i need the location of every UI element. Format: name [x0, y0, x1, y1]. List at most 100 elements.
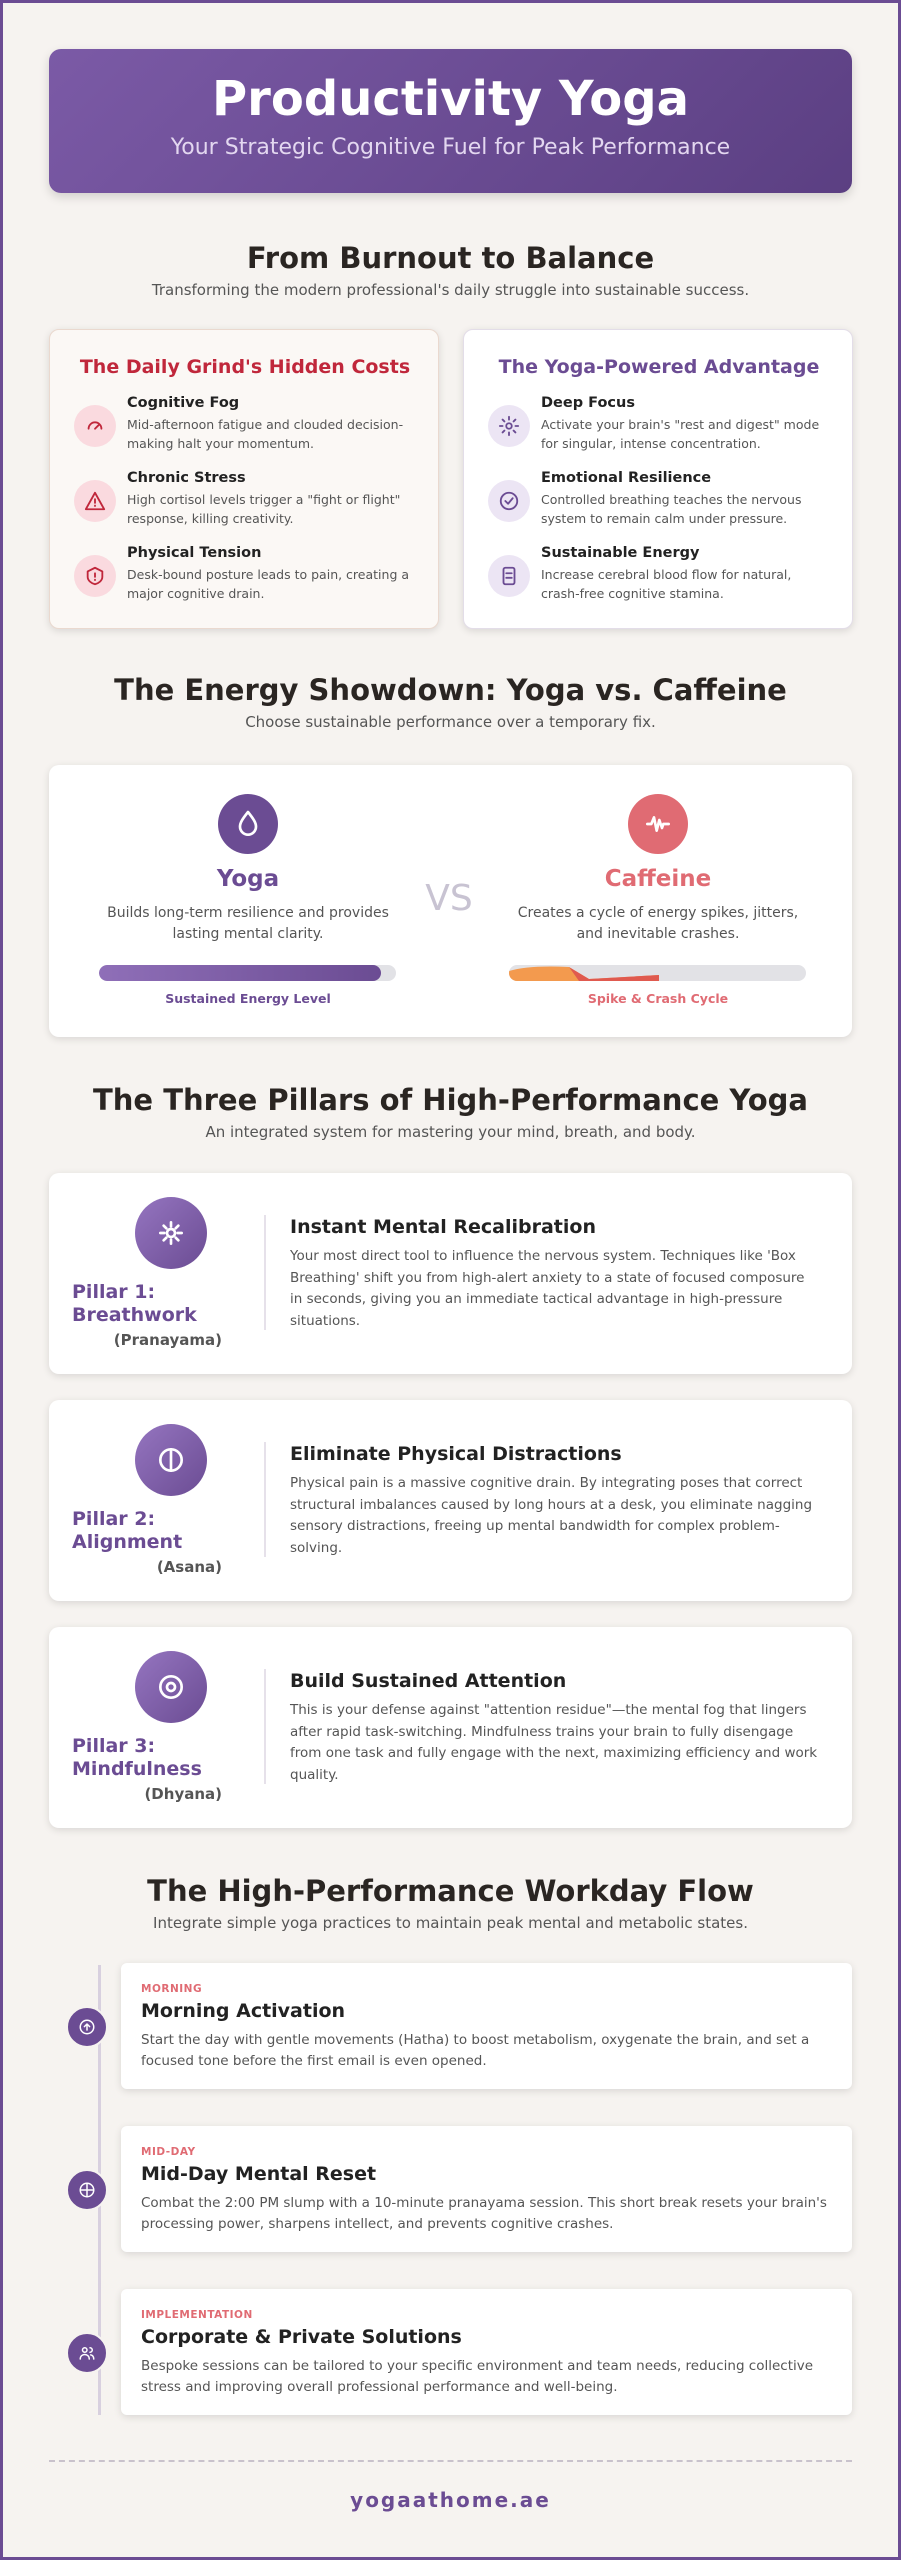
timeline-node [66, 2006, 108, 2048]
item-text: Activate your brain's "rest and digest" … [541, 417, 820, 451]
item-title: Chronic Stress [127, 470, 246, 486]
step-title: Mid-Day Mental Reset [141, 2163, 377, 2185]
icon [159, 1675, 183, 1699]
vs-text: VS [425, 878, 473, 919]
timeline-node [66, 2169, 108, 2211]
icon [84, 491, 106, 511]
pillar-label: Pillar 2: Alignment [72, 1508, 183, 1553]
icon [86, 566, 104, 586]
item-icon [74, 480, 116, 522]
step-tag: MID-DAY [141, 2146, 196, 2158]
item-icon [74, 405, 116, 447]
divider [264, 1442, 266, 1557]
icon [79, 2019, 95, 2035]
comparison-card: The Daily Grind's Hidden Costs Cognitive … [49, 329, 439, 629]
energy-bar [509, 965, 806, 981]
pillar-icon [135, 1197, 207, 1269]
header: Productivity Yoga Your Strategic Cogniti… [49, 49, 852, 193]
energy-fill [99, 965, 381, 981]
pillar-card: Pillar 3: Mindfulness (Dhyana) Build Susta… [49, 1627, 852, 1828]
pillar-sub: (Dhyana) [144, 1785, 222, 1803]
item-title: Cognitive Fog [127, 395, 240, 411]
step-text: Combat the 2:00 PM slump with a 10-minut… [141, 2195, 827, 2232]
card-title: The Daily Grind's Hidden Costs [79, 356, 411, 378]
footer-link[interactable]: yogaathome.ae [350, 2488, 551, 2512]
icon [499, 491, 519, 511]
side-name: Yoga [216, 866, 280, 892]
divider [264, 1669, 266, 1784]
pillar-sub: (Pranayama) [113, 1331, 222, 1349]
step-text: Bespoke sessions can be tailored to your… [141, 2358, 814, 2395]
bar-label: Spike & Crash Cycle [587, 991, 729, 1006]
item-icon [488, 480, 530, 522]
step-text: Start the day with gentle movements (Hat… [141, 2032, 810, 2069]
item-text: High cortisol levels trigger a "fight or… [127, 492, 401, 526]
icon [238, 810, 258, 836]
section-subtitle: Integrate simple yoga practices to maint… [153, 1914, 748, 1932]
step-card: MORNING Morning Activation Start the day w… [121, 1963, 852, 2089]
divider [264, 1215, 266, 1330]
item-title: Sustainable Energy [541, 545, 700, 561]
side-name: Caffeine [604, 866, 712, 892]
section-title: The Energy Showdown: Yoga vs. Caffeine [114, 673, 787, 707]
pillar-card: Pillar 2: Alignment (Asana) Eliminate Phys… [49, 1400, 852, 1601]
icon [159, 1448, 183, 1472]
pillar-title: Eliminate Physical Distractions [290, 1443, 622, 1465]
step-card: MID-DAY Mid-Day Mental Reset Combat the 2:… [121, 2126, 852, 2252]
icon [79, 2182, 95, 2198]
item-title: Physical Tension [127, 545, 262, 561]
icon [498, 415, 520, 437]
section-title: The High-Performance Workday Flow [147, 1874, 754, 1908]
header-title: Productivity Yoga [212, 71, 689, 127]
icon [502, 566, 516, 586]
pillar-sub: (Asana) [156, 1558, 222, 1576]
item-icon [488, 405, 530, 447]
pillar-icon [135, 1651, 207, 1723]
icon [79, 2347, 95, 2360]
icon [87, 421, 103, 430]
pillar-text: Your most direct tool to influence the n… [290, 1248, 805, 1329]
energy-fill [509, 965, 659, 981]
item-text: Mid-afternoon fatigue and clouded decisi… [127, 417, 404, 451]
section-title: From Burnout to Balance [246, 241, 655, 275]
pillar-icon [135, 1424, 207, 1496]
pillar-card: Pillar 1: Breathwork (Pranayama) Instant M… [49, 1173, 852, 1374]
side-icon [218, 794, 278, 854]
side-text: Creates a cycle of energy spikes, jitter… [517, 905, 799, 942]
card-title: The Yoga-Powered Advantage [498, 356, 820, 378]
showdown-card: VS Yoga Builds long-term resilience and pr… [49, 765, 852, 1037]
footer-divider [49, 2460, 852, 2462]
comparison-card: The Yoga-Powered Advantage Deep Focus Acti… [463, 329, 853, 629]
icon [646, 816, 670, 832]
spike-shape [509, 966, 659, 981]
pillar-text: This is your defense against "attention … [290, 1702, 818, 1783]
section-subtitle: Choose sustainable performance over a te… [245, 713, 656, 731]
pillar-label: Pillar 3: Mindfulness [72, 1735, 202, 1780]
side-icon [628, 794, 688, 854]
pillar-text: Physical pain is a massive cognitive dra… [290, 1475, 813, 1556]
step-tag: MORNING [141, 1983, 203, 1995]
step-tag: IMPLEMENTATION [141, 2309, 253, 2321]
item-icon [74, 555, 116, 597]
bar-label: Sustained Energy Level [165, 991, 331, 1006]
pillar-title: Build Sustained Attention [290, 1670, 567, 1692]
step-title: Morning Activation [141, 2000, 346, 2022]
item-text: Increase cerebral blood flow for natural… [541, 567, 792, 601]
header-subtitle: Your Strategic Cognitive Fuel for Peak P… [170, 135, 731, 160]
item-title: Deep Focus [541, 395, 635, 411]
item-text: Controlled breathing teaches the nervous… [541, 492, 802, 526]
section-subtitle: An integrated system for mastering your … [205, 1123, 696, 1141]
step-title: Corporate & Private Solutions [141, 2326, 462, 2348]
side-text: Builds long-term resilience and provides… [107, 905, 389, 942]
section-subtitle: Transforming the modern professional's d… [151, 281, 750, 299]
icon [159, 1221, 183, 1245]
section-title: The Three Pillars of High-Performance Yo… [93, 1083, 808, 1117]
pillar-title: Instant Mental Recalibration [290, 1216, 596, 1238]
pillar-label: Pillar 1: Breathwork [72, 1281, 197, 1326]
item-title: Emotional Resilience [541, 470, 712, 486]
energy-bar [99, 965, 396, 981]
item-text: Desk-bound posture leads to pain, creati… [127, 567, 410, 601]
step-card: IMPLEMENTATION Corporate & Private Soluti… [121, 2289, 852, 2415]
item-icon [488, 555, 530, 597]
